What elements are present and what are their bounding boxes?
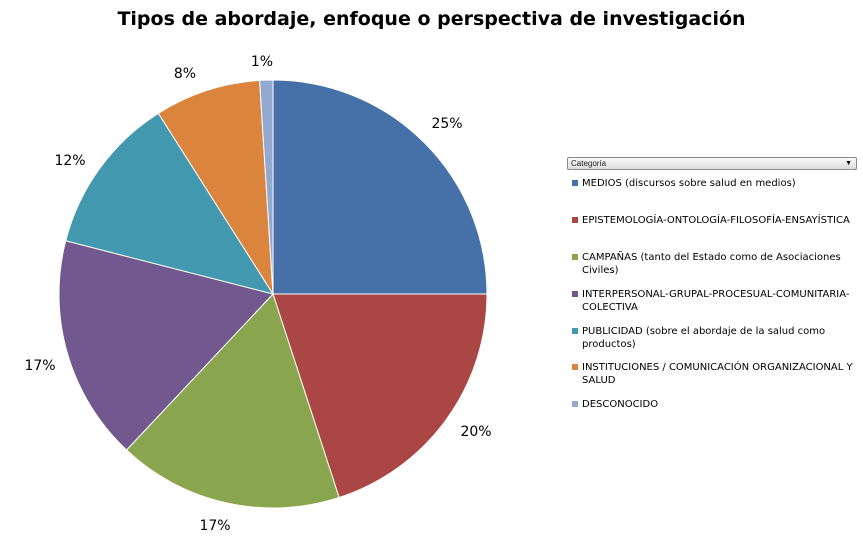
legend-item: PUBLICIDAD (sobre el abordaje de la salu…: [572, 325, 862, 351]
legend-label: MEDIOS (discursos sobre salud en medios): [582, 178, 796, 189]
legend-swatch: [572, 328, 578, 334]
pie-slice: [65, 112, 275, 295]
legend-item: INTERPERSONAL-GRUPAL-PROCESUAL-COMUNITAR…: [572, 288, 862, 314]
slice-data-label: 12%: [54, 153, 85, 169]
legend-swatch: [572, 180, 578, 186]
legend-swatch: [572, 254, 578, 260]
legend-item: MEDIOS (discursos sobre salud en medios): [572, 177, 862, 190]
legend-swatch: [572, 401, 578, 407]
legend-swatch: [572, 217, 578, 223]
legend-item: DESCONOCIDO: [572, 398, 862, 411]
legend-label: PUBLICIDAD (sobre el abordaje de la salu…: [582, 326, 826, 350]
pie-slice: [259, 79, 274, 295]
chart-title: Tipos de abordaje, enfoque o perspectiva…: [117, 8, 746, 30]
slice-data-label: 8%: [174, 66, 196, 82]
legend-label: INTERPERSONAL-GRUPAL-PROCESUAL-COMUNITAR…: [582, 289, 850, 313]
legend-label: INSTITUCIONES / COMUNICACIÓN ORGANIZACIO…: [582, 362, 853, 386]
slice-data-label: 20%: [460, 424, 491, 440]
legend-item: INSTITUCIONES / COMUNICACIÓN ORGANIZACIO…: [572, 361, 862, 387]
legend-item: EPISTEMOLOGÍA-ONTOLOGÍA-FILOSOFÍA-ENSAYÍ…: [572, 214, 862, 227]
pie-slice: [125, 293, 340, 509]
legend-label: EPISTEMOLOGÍA-ONTOLOGÍA-FILOSOFÍA-ENSAYÍ…: [582, 215, 850, 226]
legend-label: DESCONOCIDO: [582, 399, 659, 410]
legend-title: Categoría: [571, 159, 607, 168]
legend-filter-dropdown[interactable]: Categoría ▼: [567, 157, 857, 170]
slice-data-label: 1%: [251, 54, 273, 70]
pie-slice: [272, 79, 488, 295]
pie-slice: [157, 79, 274, 295]
legend: Categoría ▼ MEDIOS (discursos sobre salu…: [567, 157, 863, 410]
chevron-down-icon[interactable]: ▼: [845, 160, 852, 167]
pie-slice: [272, 293, 488, 499]
legend-label: CAMPAÑAS (tanto del Estado como de Asoci…: [582, 252, 841, 276]
legend-swatch: [572, 364, 578, 370]
legend-swatch: [572, 291, 578, 297]
slice-data-label: 17%: [199, 518, 230, 534]
legend-item: CAMPAÑAS (tanto del Estado como de Asoci…: [572, 251, 862, 277]
slice-data-label: 17%: [24, 358, 55, 374]
slice-data-label: 25%: [431, 116, 462, 132]
pie-slice: [58, 240, 274, 451]
